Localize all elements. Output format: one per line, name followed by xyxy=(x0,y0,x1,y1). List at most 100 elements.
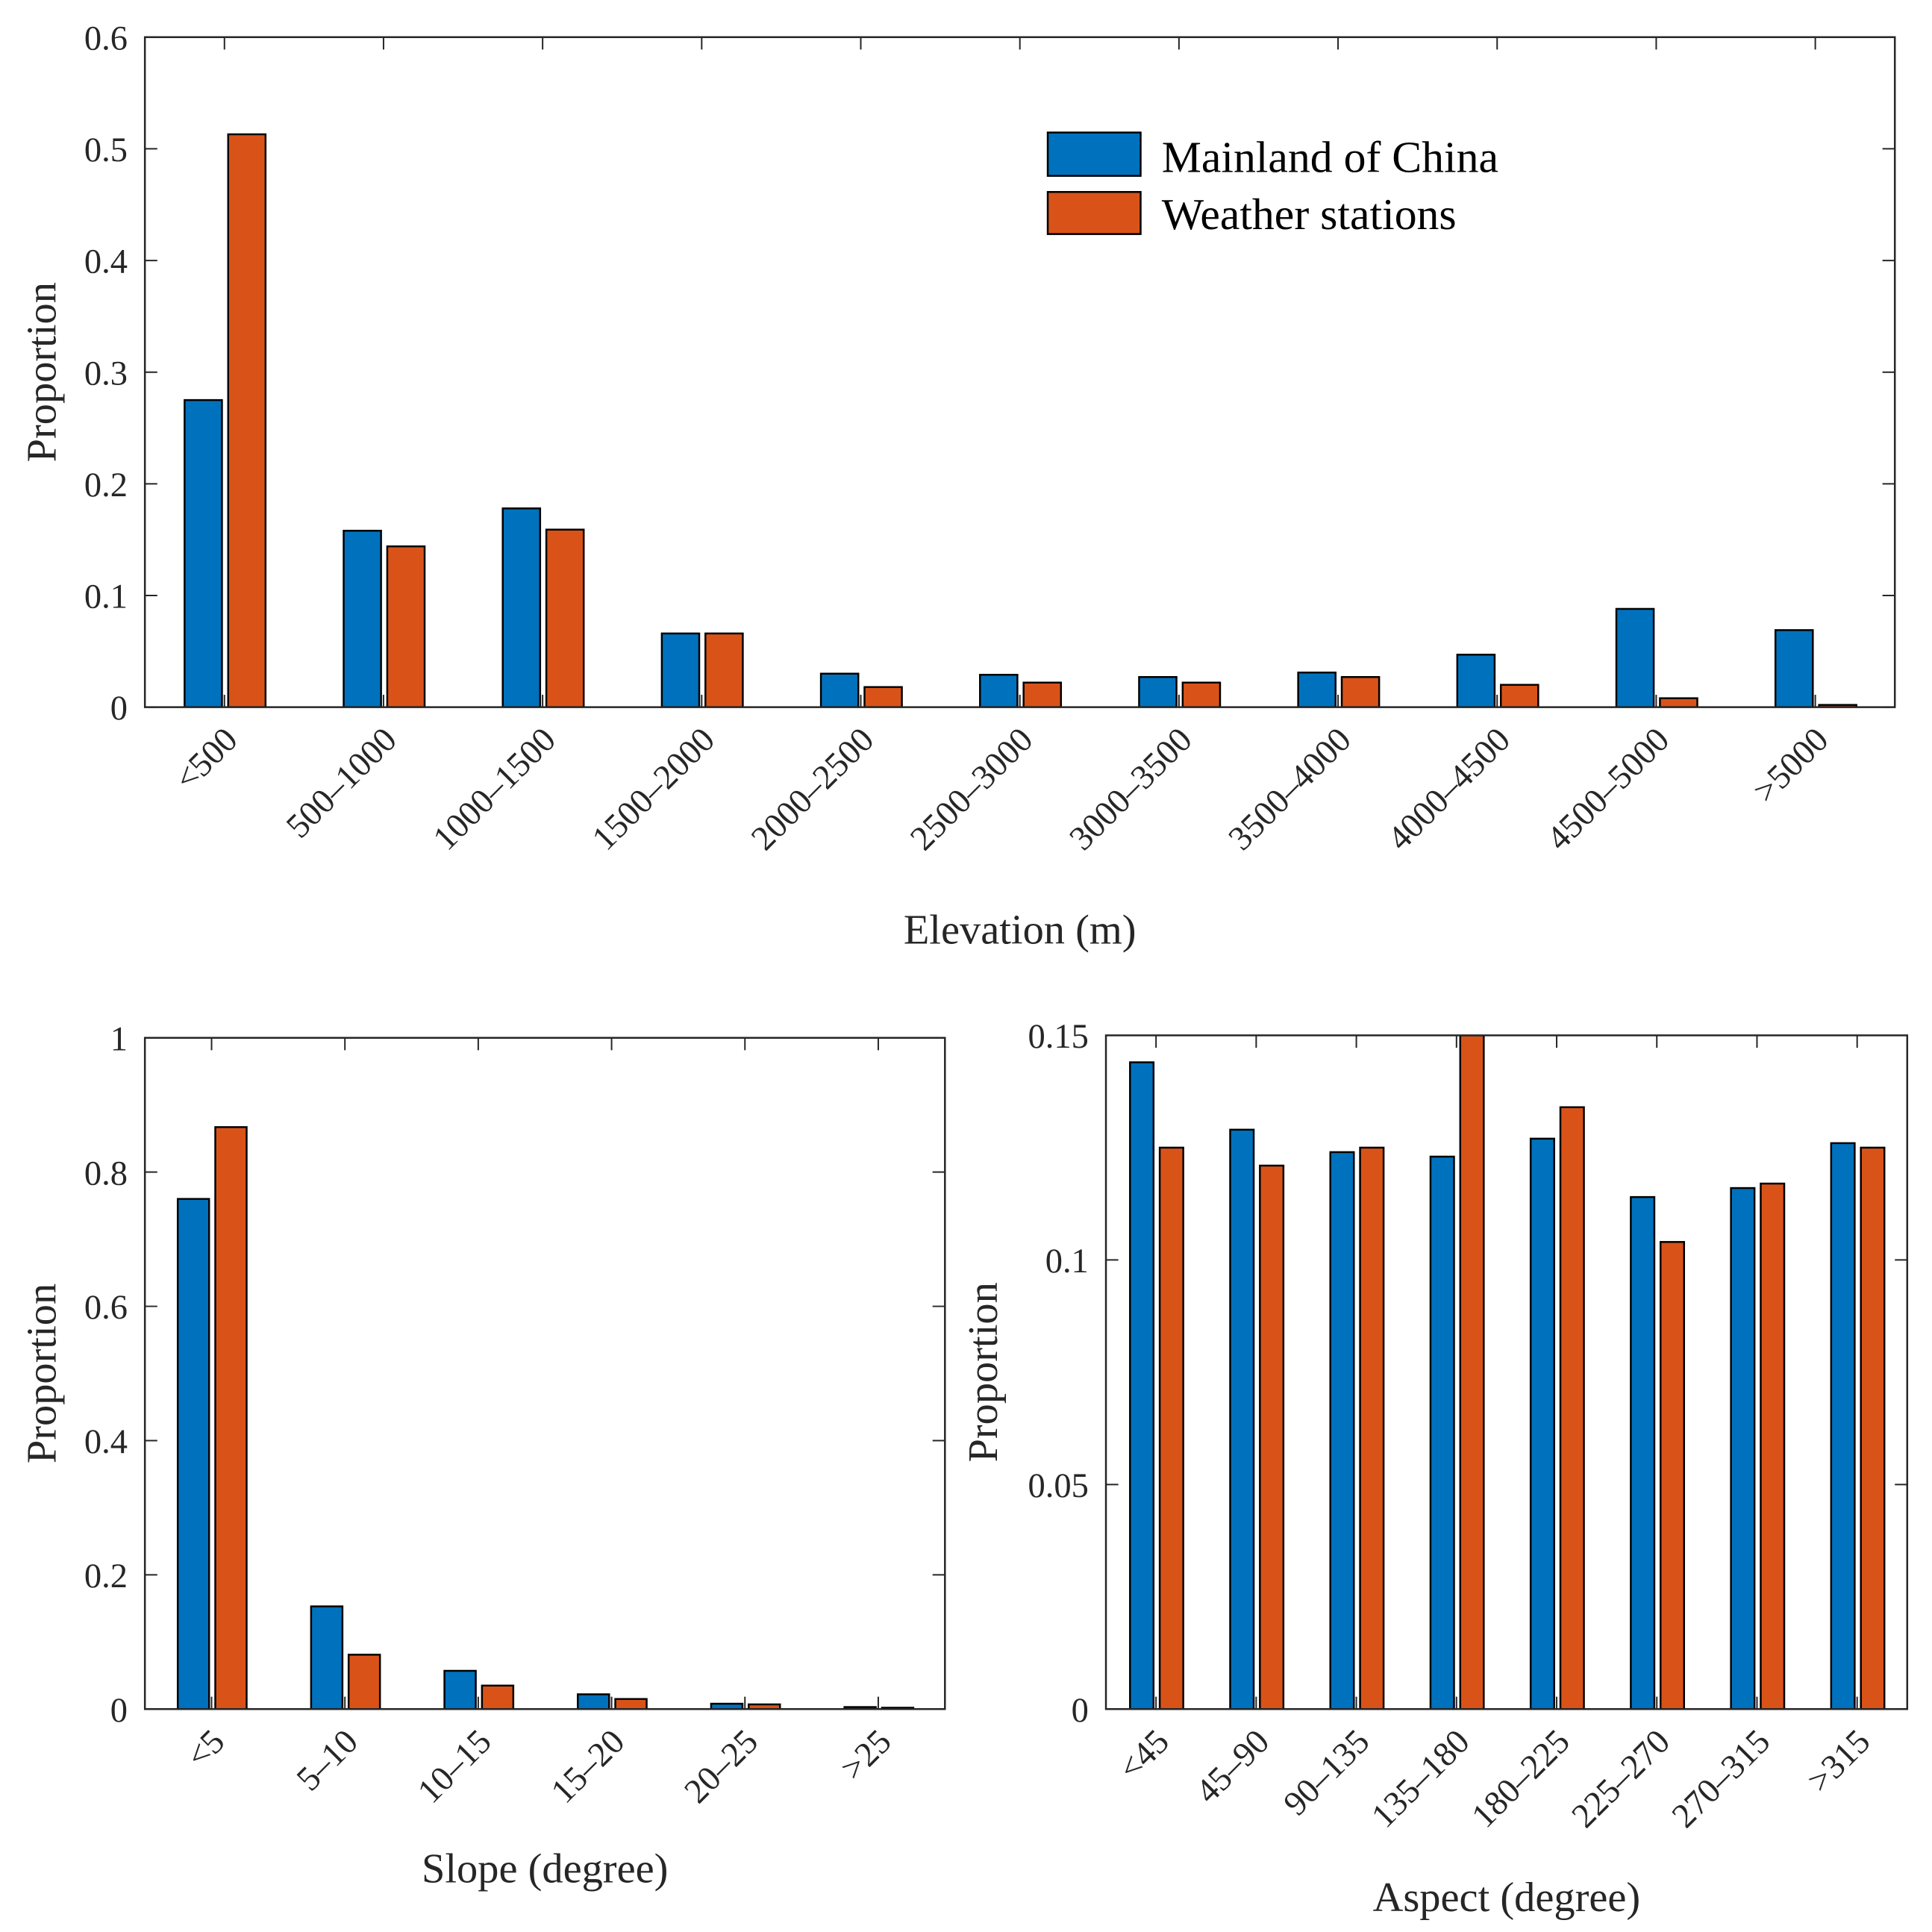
y-tick-label: 0.05 xyxy=(1028,1467,1089,1505)
bar-mainland-5 xyxy=(979,673,1019,707)
legend-label-mainland: Mainland of China xyxy=(1162,133,1498,182)
legend: Mainland of China Weather stations xyxy=(1046,131,1498,239)
y-axis-label: Proportion xyxy=(960,1282,1007,1462)
bar-mainland-5 xyxy=(843,1706,877,1710)
bar-stations-5 xyxy=(1659,1241,1686,1710)
bar-mainland-4 xyxy=(819,672,860,707)
y-tick-label: 0.4 xyxy=(84,243,128,281)
bar-mainland-1 xyxy=(310,1605,344,1710)
x-tick-label: 2500–3000 xyxy=(904,721,1041,858)
bar-stations-8 xyxy=(1499,684,1539,707)
bar-stations-1 xyxy=(1259,1164,1285,1710)
y-tick-label: 0 xyxy=(110,1692,128,1730)
axes-box xyxy=(143,36,1896,708)
bar-stations-3 xyxy=(704,632,744,707)
x-axis-label: Aspect (degree) xyxy=(1373,1875,1641,1921)
y-tick-label: 0.3 xyxy=(84,354,128,393)
y-tick-label: 0.1 xyxy=(84,578,128,616)
y-tick-label: 0.1 xyxy=(1045,1242,1089,1281)
bar-stations-0 xyxy=(227,133,267,707)
bar-stations-4 xyxy=(747,1703,781,1710)
bar-mainland-7 xyxy=(1297,672,1337,707)
axes-box xyxy=(1104,1034,1909,1710)
bar-stations-4 xyxy=(1559,1106,1585,1710)
x-tick-label: 20–25 xyxy=(678,1722,766,1810)
y-axis-label: Proportion xyxy=(19,282,66,462)
legend-swatch-mainland xyxy=(1046,131,1142,177)
y-tick-label: 0.2 xyxy=(84,1557,128,1595)
x-tick-label: 225–270 xyxy=(1565,1722,1678,1835)
x-tick-label: 180–225 xyxy=(1465,1722,1578,1835)
x-tick-label: 1500–2000 xyxy=(585,721,722,858)
x-tick-label: 10–15 xyxy=(410,1722,498,1810)
chart-2: <45 45–90 90–135135–180180–225225–270270–3… xyxy=(960,1018,1909,1921)
bar-stations-3 xyxy=(614,1698,648,1710)
axes-box xyxy=(143,1037,946,1710)
x-tick-label: 2000–2500 xyxy=(744,721,881,858)
y-tick-label: 0.15 xyxy=(1028,1018,1089,1056)
x-tick-label: 15–20 xyxy=(544,1722,632,1810)
x-tick-label: 3500–4000 xyxy=(1222,721,1359,858)
bar-stations-9 xyxy=(1659,697,1698,707)
bar-stations-2 xyxy=(481,1684,515,1710)
bar-stations-7 xyxy=(1340,675,1381,707)
bar-stations-0 xyxy=(214,1126,248,1710)
x-tick-label: >25 xyxy=(834,1722,898,1787)
bar-mainland-1 xyxy=(1229,1128,1255,1710)
legend-label-stations: Weather stations xyxy=(1162,190,1457,239)
bar-mainland-2 xyxy=(501,507,542,707)
x-tick-label: <500 xyxy=(168,721,246,798)
chart-1: <5 5–10 10–15 15–20 20–25 >25 0 0.2 0.4 0.6 0.8 1 Sl… xyxy=(19,1020,946,1892)
y-tick-label: 0.6 xyxy=(84,19,128,57)
bar-mainland-6 xyxy=(1730,1187,1756,1710)
bar-stations-3 xyxy=(1459,1035,1485,1710)
bar-stations-6 xyxy=(1760,1182,1786,1710)
y-tick-label: 0.4 xyxy=(84,1423,128,1461)
bar-stations-1 xyxy=(347,1654,381,1710)
chart-0: <500 500–1000 1000–1500 1500–2000 2000–2500 2… xyxy=(19,19,1896,954)
x-tick-label: >5000 xyxy=(1746,721,1836,810)
bar-mainland-7 xyxy=(1830,1142,1856,1710)
x-tick-label: <45 xyxy=(1111,1722,1176,1787)
x-tick-label: 4500–5000 xyxy=(1539,721,1677,858)
y-tick-label: 0 xyxy=(1072,1692,1089,1730)
x-tick-label: 1000–1500 xyxy=(426,721,563,858)
bar-mainland-0 xyxy=(176,1198,210,1710)
bar-mainland-1 xyxy=(343,529,382,707)
bar-stations-5 xyxy=(1022,681,1063,707)
bar-stations-2 xyxy=(1359,1146,1385,1710)
bar-mainland-2 xyxy=(1329,1151,1355,1710)
bar-mainland-6 xyxy=(1138,675,1178,707)
bar-mainland-10 xyxy=(1774,629,1814,707)
bar-stations-7 xyxy=(1860,1146,1886,1710)
bar-mainland-0 xyxy=(184,398,223,707)
bar-mainland-5 xyxy=(1630,1195,1656,1710)
bar-mainland-3 xyxy=(577,1693,610,1710)
bar-stations-0 xyxy=(1158,1146,1184,1710)
y-tick-label: 0 xyxy=(110,690,128,728)
x-tick-label: 3000–3500 xyxy=(1063,721,1200,858)
x-axis-label: Slope (degree) xyxy=(422,1846,668,1892)
bar-mainland-4 xyxy=(1529,1137,1555,1710)
bar-mainland-8 xyxy=(1456,654,1496,707)
x-tick-label: 5–10 xyxy=(290,1722,366,1798)
y-tick-label: 1 xyxy=(110,1020,128,1058)
y-tick-label: 0.8 xyxy=(84,1154,128,1192)
x-tick-label: 270–315 xyxy=(1665,1722,1778,1835)
x-tick-label: >315 xyxy=(1801,1722,1878,1800)
x-tick-label: 90–135 xyxy=(1277,1722,1378,1823)
bar-stations-4 xyxy=(863,686,903,707)
y-tick-label: 0.5 xyxy=(84,131,128,169)
x-tick-label: 500–1000 xyxy=(279,721,404,845)
x-tick-label: 45–90 xyxy=(1189,1722,1277,1810)
x-tick-label: <5 xyxy=(179,1722,232,1775)
bar-stations-2 xyxy=(545,528,585,707)
bar-mainland-0 xyxy=(1129,1061,1155,1710)
bar-stations-1 xyxy=(386,545,426,707)
x-tick-label: 135–180 xyxy=(1364,1722,1477,1835)
legend-swatch-stations xyxy=(1046,190,1142,235)
y-axis-label: Proportion xyxy=(19,1284,66,1463)
bar-mainland-3 xyxy=(1429,1155,1455,1710)
bar-stations-6 xyxy=(1181,681,1222,707)
